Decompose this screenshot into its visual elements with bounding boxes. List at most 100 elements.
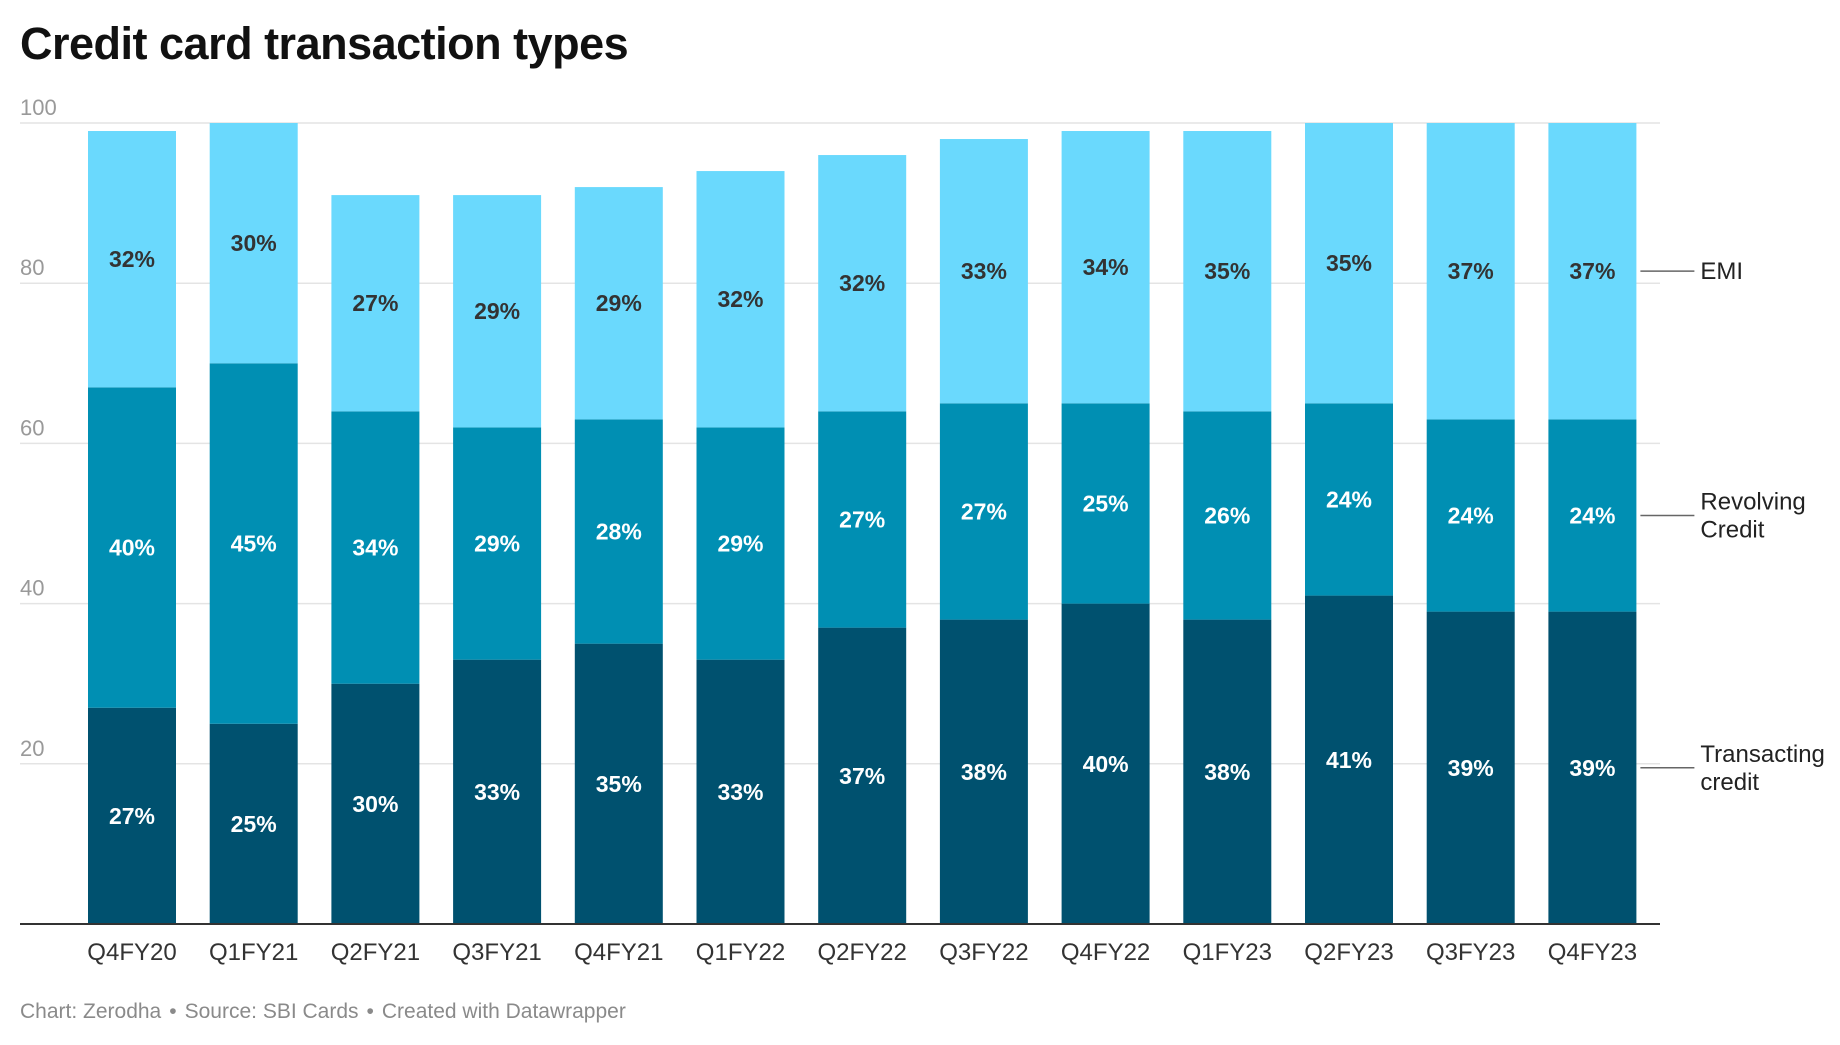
chart-credit: Chart: Zerodha <box>20 1000 162 1023</box>
bar-segment-revolving-credit-q3fy22 <box>939 403 1028 620</box>
x-tick-label: Q4FY21 <box>574 939 663 966</box>
bar-segment-emi-q3fy22 <box>939 139 1028 404</box>
bar-segment-revolving-credit-q1fy21 <box>209 363 298 724</box>
data-label: 26% <box>1204 502 1250 528</box>
data-label: 30% <box>231 230 277 256</box>
bar-segment-revolving-credit-q1fy22 <box>696 427 785 660</box>
bar-segment-revolving-credit-q2fy21 <box>331 411 420 684</box>
bar-segment-transacting-credit-q1fy21 <box>209 723 298 924</box>
y-tick-label: 60 <box>20 415 44 440</box>
x-tick-label: Q2FY21 <box>331 939 420 966</box>
bar-segment-emi-q3fy21 <box>453 195 542 428</box>
data-label: 37% <box>1448 258 1494 284</box>
legend-label-line: Transacting <box>1700 741 1825 768</box>
footer-separator: • <box>169 1000 177 1023</box>
legend-label-revolving-credit: Revolving Credit <box>1700 488 1805 543</box>
bar-segment-transacting-credit-q2fy22 <box>818 627 907 924</box>
bar-segment-emi-q1fy23 <box>1183 131 1272 412</box>
data-label: 24% <box>1448 502 1494 528</box>
data-label: 32% <box>839 270 885 296</box>
bar-segment-emi-q1fy21 <box>209 123 298 364</box>
data-label: 37% <box>1569 258 1615 284</box>
legend-label-line: credit <box>1700 769 1759 796</box>
chart-footer: Chart: Zerodha • Source: SBI Cards • Created… <box>20 1000 626 1024</box>
data-label: 28% <box>596 519 642 545</box>
bar-segment-emi-q4fy20 <box>88 131 176 388</box>
data-label: 33% <box>474 779 520 805</box>
data-label: 29% <box>596 290 642 316</box>
data-label: 37% <box>839 763 885 789</box>
bar-segment-emi-q4fy21 <box>574 187 663 420</box>
data-label: 40% <box>1083 751 1129 777</box>
y-tick-label: 100 <box>20 95 57 120</box>
bar-segment-transacting-credit-q4fy22 <box>1061 603 1150 924</box>
data-label: 24% <box>1569 502 1615 528</box>
x-tick-label: Q2FY23 <box>1304 939 1393 966</box>
bar-segment-transacting-credit-q3fy23 <box>1426 611 1515 924</box>
x-tick-label: Q3FY22 <box>939 939 1028 966</box>
bar-segment-transacting-credit-q2fy23 <box>1305 595 1393 924</box>
data-label: 27% <box>839 506 885 532</box>
x-tick-label: Q2FY22 <box>818 939 907 966</box>
data-label: 24% <box>1326 486 1372 512</box>
x-tick-label: Q3FY23 <box>1426 939 1515 966</box>
data-label: 35% <box>596 771 642 797</box>
bar-segment-revolving-credit-q2fy23 <box>1305 403 1393 596</box>
x-tick-label: Q4FY23 <box>1548 939 1637 966</box>
data-label: 33% <box>717 779 763 805</box>
bar-segment-revolving-credit-q2fy22 <box>818 411 907 628</box>
bar-segment-revolving-credit-q4fy21 <box>574 419 663 644</box>
bar-segment-emi-q2fy22 <box>818 155 907 412</box>
bar-segment-emi-q2fy21 <box>331 195 420 412</box>
chart-source: Source: SBI Cards <box>184 1000 359 1023</box>
data-label: 25% <box>1083 490 1129 516</box>
data-label: 35% <box>1326 250 1372 276</box>
chart-title: Credit card transaction types <box>20 18 629 69</box>
data-label: 29% <box>474 531 520 557</box>
y-tick-label: 20 <box>20 736 44 761</box>
data-label: 32% <box>109 246 155 272</box>
data-label: 41% <box>1326 747 1372 773</box>
bar-segment-revolving-credit-q4fy20 <box>88 387 176 708</box>
bar-segment-revolving-credit-q1fy23 <box>1183 411 1272 620</box>
data-label: 25% <box>231 811 277 837</box>
bar-segment-revolving-credit-q3fy23 <box>1426 419 1515 612</box>
data-label: 27% <box>961 498 1007 524</box>
bar-segment-transacting-credit-q2fy21 <box>331 683 420 924</box>
footer-separator: • <box>366 1000 374 1023</box>
legend-label-line: Credit <box>1700 516 1764 543</box>
bar-segment-transacting-credit-q4fy21 <box>574 643 663 924</box>
bar-segment-emi-q4fy23 <box>1548 123 1637 420</box>
bar-segment-revolving-credit-q4fy22 <box>1061 403 1150 604</box>
bar-segment-transacting-credit-q3fy22 <box>939 619 1028 924</box>
bar-segment-emi-q3fy23 <box>1426 123 1515 420</box>
chart-tool-credit: Created with Datawrapper <box>381 1000 626 1023</box>
data-label: 29% <box>474 298 520 324</box>
data-label: 34% <box>352 535 398 561</box>
data-label: 39% <box>1448 755 1494 781</box>
bar-segment-revolving-credit-q4fy23 <box>1548 419 1637 612</box>
data-label: 27% <box>352 290 398 316</box>
bar-segment-transacting-credit-q1fy22 <box>696 659 785 924</box>
data-label: 40% <box>109 535 155 561</box>
bar-segment-emi-q1fy22 <box>696 171 785 428</box>
data-label: 38% <box>1204 759 1250 785</box>
bars <box>88 123 1637 924</box>
data-labels: 27% 40% 32% 25% 45% 30% 30% 34% 27% 33% 29% 29% 35% 2… <box>109 230 1615 837</box>
y-tick-label: 40 <box>20 576 44 601</box>
data-label: 38% <box>961 759 1007 785</box>
data-label: 32% <box>717 286 763 312</box>
legend: Transacting credit Revolving Credit EMI <box>1640 258 1825 796</box>
x-tick-label: Q3FY21 <box>452 939 541 966</box>
data-label: 33% <box>961 258 1007 284</box>
axes: Q4FY20 Q1FY21 Q2FY21 Q3FY21 Q4FY21 Q1FY22 Q2FY… <box>20 923 1660 966</box>
x-tick-label: Q4FY22 <box>1061 939 1150 966</box>
bar-segment-transacting-credit-q4fy23 <box>1548 611 1637 924</box>
data-label: 29% <box>717 531 763 557</box>
data-label: 45% <box>231 531 277 557</box>
data-label: 35% <box>1204 258 1250 284</box>
data-label: 27% <box>109 803 155 829</box>
data-label: 39% <box>1569 755 1615 781</box>
